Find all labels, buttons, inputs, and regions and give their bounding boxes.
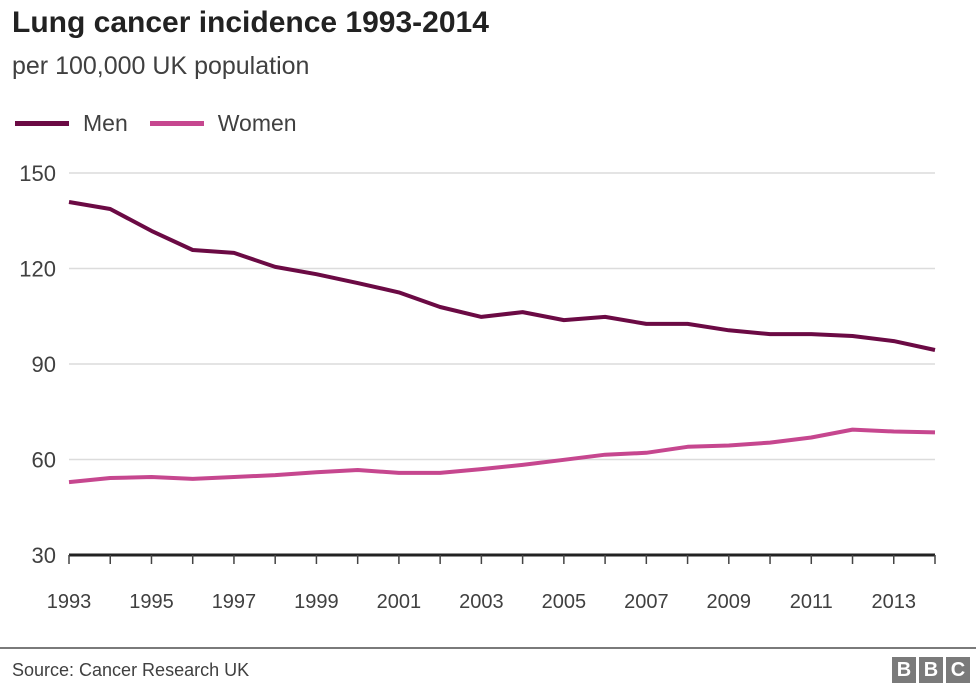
- bbc-logo-letter: B: [919, 657, 943, 683]
- x-tick-label: 1995: [129, 591, 174, 613]
- x-tick-label: 2011: [790, 591, 833, 613]
- legend: Men Women: [15, 110, 319, 137]
- x-tick-label: 1993: [47, 591, 92, 613]
- x-tick-label: 2007: [624, 591, 669, 613]
- x-tick-label: 1997: [212, 591, 257, 613]
- x-tick-label: 2003: [459, 591, 504, 613]
- y-tick-label: 150: [19, 161, 56, 186]
- legend-label-men: Men: [83, 110, 128, 136]
- series-line-women: [68, 427, 936, 485]
- chart-subtitle: per 100,000 UK population: [12, 52, 310, 80]
- source-note: Source: Cancer Research UK: [12, 660, 250, 680]
- bbc-logo-letter: C: [946, 657, 970, 683]
- x-tick-label: 2005: [542, 591, 587, 613]
- legend-swatch-men: [15, 121, 69, 126]
- y-tick-label: 30: [32, 543, 56, 568]
- series-line-men: [68, 200, 936, 352]
- x-tick-label: 2009: [707, 591, 752, 613]
- chart-title: Lung cancer incidence 1993-2014: [12, 6, 489, 39]
- legend-label-women: Women: [217, 110, 297, 136]
- bbc-logo-letter: B: [892, 657, 916, 683]
- x-tick-label: 2013: [872, 591, 917, 613]
- chart-plot-area: 30 60 90 120 150 1993 1995 1997 1999 2001 2003 2005…: [19, 161, 936, 613]
- legend-swatch-women: [149, 121, 204, 126]
- legend-item-women: Women: [149, 110, 297, 137]
- legend-item-men: Men: [15, 110, 128, 137]
- x-tick-label: 2001: [377, 591, 422, 613]
- footer-divider: [0, 647, 976, 649]
- y-tick-label: 120: [19, 257, 56, 282]
- y-tick-label: 60: [32, 448, 56, 473]
- x-tick-label: 1999: [294, 591, 339, 613]
- bbc-logo: B B C: [892, 657, 970, 683]
- y-tick-label: 90: [32, 352, 56, 377]
